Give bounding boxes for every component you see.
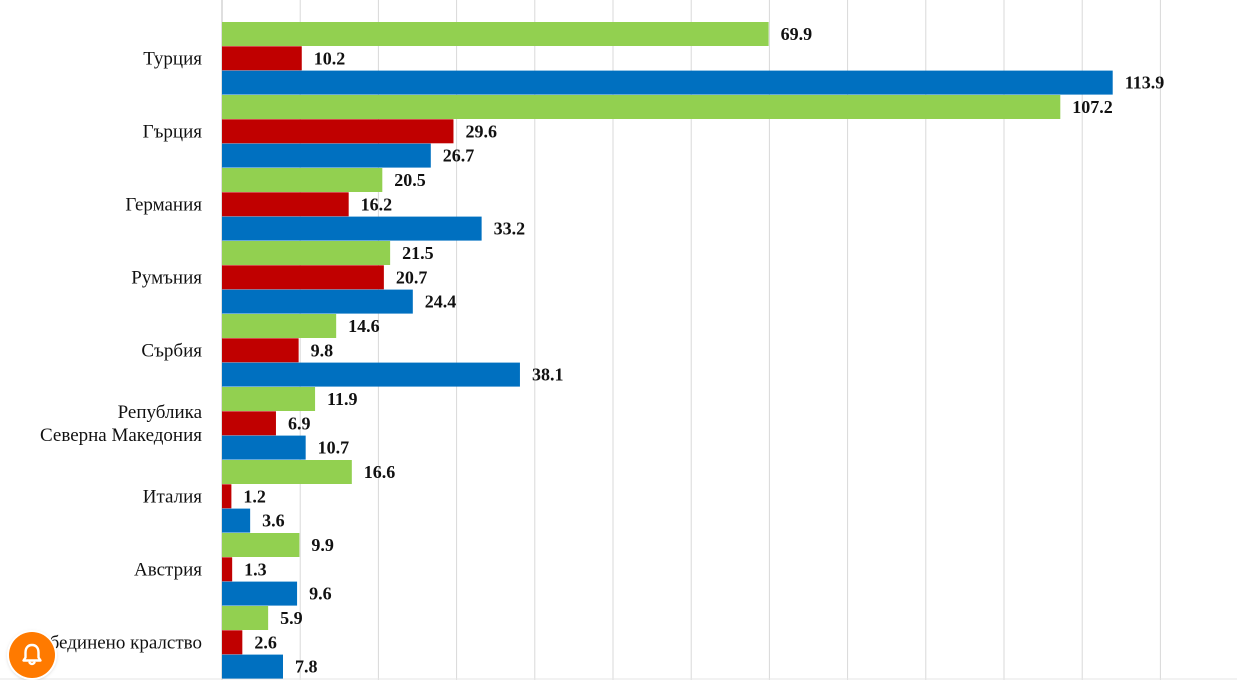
bar-blue [222,362,520,387]
value-label: 9.8 [311,340,334,360]
value-label: 69.9 [781,24,813,44]
category-labels: Турция Гърция Германия Румъния Сърбия Републи… [36,48,203,653]
bar-green [222,387,316,411]
bar-blue [222,70,1113,95]
value-label: 10.7 [318,438,350,458]
value-labels: 69.9 10.2 113.9 107.2 29.6 26.7 20.516.2 33.2 21… [243,24,1164,677]
value-label: 2.6 [254,632,277,652]
bar-red [222,557,233,582]
bar-green [222,95,1061,119]
value-label: 20.5 [394,170,426,190]
value-label: 113.9 [1125,73,1165,93]
bar-blue [222,143,431,168]
bar-red [222,265,384,290]
bar-red [222,46,302,71]
value-label: 5.9 [280,608,303,628]
bars [222,22,1113,679]
category-label: Италия [143,486,203,507]
value-label: 20.7 [396,267,428,287]
value-label: 21.5 [402,243,434,263]
bar-red [222,119,454,144]
bar-blue [222,508,251,533]
value-label: 14.6 [348,316,380,336]
category-label: Австрия [134,559,202,580]
value-label: 7.8 [295,657,318,677]
bar-green [222,460,352,484]
bell-icon [22,643,42,666]
value-label: 10.2 [314,48,346,68]
value-label: 16.2 [361,194,393,214]
value-label: 107.2 [1072,97,1113,117]
value-label: 29.6 [465,121,497,141]
bar-blue [222,289,413,314]
category-label: Германия [125,194,202,215]
notification-button[interactable] [9,632,55,678]
category-label: Северна Македония [40,425,202,446]
value-label: 3.6 [262,511,285,531]
value-label: 9.9 [311,535,334,555]
value-label: 1.2 [243,486,266,506]
category-label: Сърбия [141,340,202,361]
value-label: 33.2 [494,219,526,239]
value-label: 9.6 [309,584,332,604]
bar-green [222,533,300,557]
bar-green [222,314,337,338]
value-label: 26.7 [443,146,475,166]
bar-blue [222,216,482,241]
bar-blue [222,435,306,460]
bar-green [222,606,269,630]
bar-green [222,241,391,265]
bar-blue [222,654,283,679]
value-label: 6.9 [288,413,311,433]
value-label: 1.3 [244,559,267,579]
bar-green [222,168,383,192]
category-label: Гърция [143,121,203,142]
bar-green [222,22,769,46]
bar-red [222,484,232,509]
value-label: 11.9 [327,389,358,409]
category-label: Турция [143,48,202,69]
category-label: Румъния [131,267,202,288]
bar-blue [222,581,298,606]
bar-red [222,338,299,363]
bar-red [222,411,276,436]
bar-red [222,192,349,217]
category-label: Република [118,402,203,423]
bar-red [222,630,243,655]
category-label: Обединено кралство [36,632,202,653]
value-label: 38.1 [532,365,564,385]
value-label: 16.6 [364,462,396,482]
value-label: 24.4 [425,292,457,312]
